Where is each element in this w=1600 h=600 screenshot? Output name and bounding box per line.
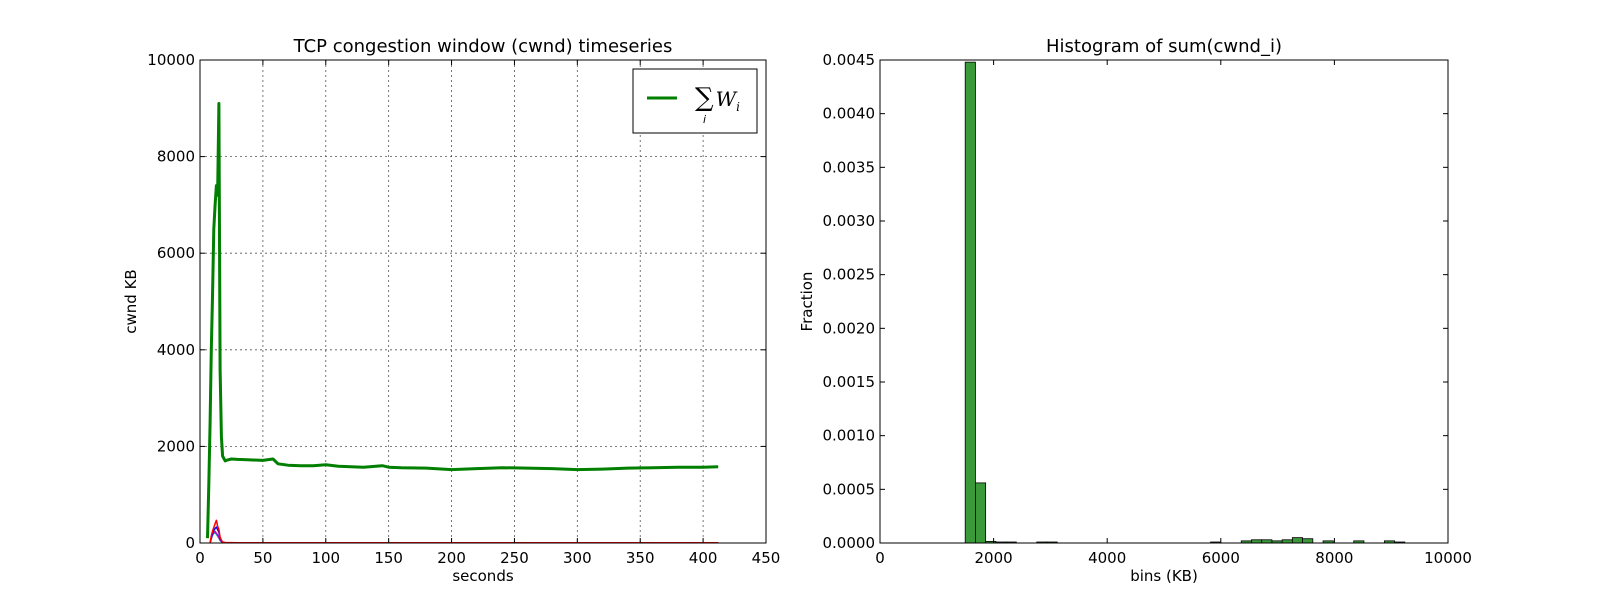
x-axis-label: seconds bbox=[452, 567, 513, 585]
cwnd-timeseries-chart: 0 50 100 150 200 250 300 350 400 450 0 2000 4000 6000… bbox=[122, 36, 780, 585]
x-tick-label: 100 bbox=[311, 549, 340, 567]
y-tick-label: 0.0000 bbox=[823, 534, 876, 552]
x-tick-label: 4000 bbox=[1088, 549, 1126, 567]
y-tick-label: 0.0030 bbox=[823, 212, 876, 230]
x-tick-label: 0 bbox=[195, 549, 205, 567]
y-tick-label: 0.0045 bbox=[823, 51, 876, 69]
y-tick-label: 0 bbox=[185, 534, 195, 552]
legend: ∑ Wii bbox=[632, 68, 758, 134]
histogram-bar bbox=[1302, 538, 1314, 544]
y-tick-label: 0.0010 bbox=[823, 427, 876, 445]
x-tick-label: 0 bbox=[875, 549, 885, 567]
y-tick-label: 0.0035 bbox=[823, 158, 876, 176]
chart-title: Histogram of sum(cwnd_i) bbox=[1046, 36, 1282, 57]
x-tick-label: 250 bbox=[500, 549, 529, 567]
ticks: 0 2000 4000 6000 8000 10000 0.0000 0.0005 0.0010… bbox=[823, 51, 1472, 567]
x-tick-label: 8000 bbox=[1315, 549, 1353, 567]
x-tick-label: 50 bbox=[253, 549, 272, 567]
y-tick-label: 0.0025 bbox=[823, 266, 876, 284]
histogram-bar bbox=[1291, 537, 1303, 544]
x-tick-label: 150 bbox=[374, 549, 403, 567]
plot-frame bbox=[199, 59, 767, 544]
series-line-sum-wi bbox=[206, 102, 719, 539]
histogram-chart: 0 2000 4000 6000 8000 10000 0.0000 0.0005 0.0010… bbox=[798, 36, 1472, 585]
y-tick-label: 0.0040 bbox=[823, 105, 876, 123]
x-tick-label: 350 bbox=[626, 549, 655, 567]
x-tick-label: 10000 bbox=[1424, 549, 1472, 567]
y-axis-label: Fraction bbox=[798, 272, 816, 332]
plot-frame bbox=[879, 59, 1449, 544]
y-tick-label: 0.0015 bbox=[823, 373, 876, 391]
x-tick-label: 2000 bbox=[975, 549, 1013, 567]
legend-entry: ∑ Wi bbox=[695, 83, 740, 114]
x-tick-label: 6000 bbox=[1202, 549, 1240, 567]
x-tick-label: 300 bbox=[563, 549, 592, 567]
y-tick-label: 0.0005 bbox=[823, 480, 876, 498]
plot-area bbox=[200, 60, 766, 543]
histogram-bar bbox=[964, 61, 976, 544]
y-tick-label: 10000 bbox=[147, 51, 195, 69]
y-tick-label: 2000 bbox=[157, 437, 195, 455]
y-tick-label: 0.0020 bbox=[823, 319, 876, 337]
legend-box bbox=[632, 68, 758, 134]
ticks: 0 50 100 150 200 250 300 350 400 450 0 2000 4000 6000… bbox=[147, 51, 780, 567]
y-axis-label: cwnd KB bbox=[122, 269, 140, 333]
y-tick-label: 6000 bbox=[157, 244, 195, 262]
y-tick-label: 8000 bbox=[157, 148, 195, 166]
x-tick-label: 450 bbox=[752, 549, 781, 567]
grid bbox=[200, 60, 766, 543]
chart-title: TCP congestion window (cwnd) timeseries bbox=[293, 36, 673, 57]
histogram-bar bbox=[975, 482, 987, 544]
x-axis-label: bins (KB) bbox=[1130, 567, 1198, 585]
x-tick-label: 200 bbox=[437, 549, 466, 567]
legend-entry-subscript: i bbox=[703, 113, 706, 126]
x-tick-label: 400 bbox=[689, 549, 718, 567]
y-tick-label: 4000 bbox=[157, 341, 195, 359]
